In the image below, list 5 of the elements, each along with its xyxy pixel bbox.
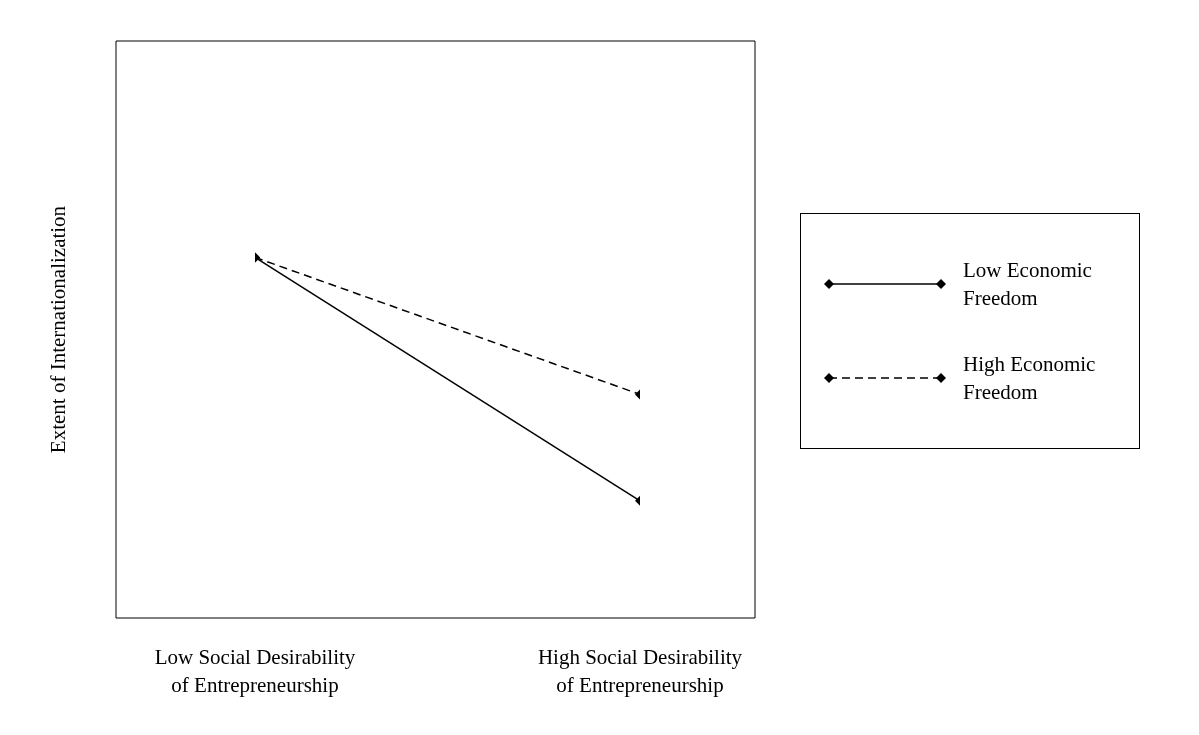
- legend-label: High Economic Freedom: [963, 351, 1097, 406]
- x-tick-label: High Social Desirability of Entrepreneurship: [537, 645, 743, 697]
- x-tick-label: Low Social Desirability of Entrepreneurship: [154, 645, 356, 697]
- y-axis-title: Extent of Internationalization: [46, 205, 71, 454]
- legend-label: Low Economic Freedom: [963, 257, 1093, 312]
